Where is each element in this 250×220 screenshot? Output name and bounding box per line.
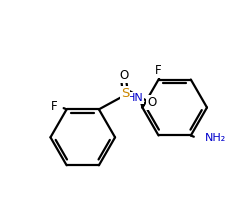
- Text: O: O: [147, 96, 156, 109]
- Text: S: S: [121, 87, 129, 100]
- Text: HN: HN: [126, 93, 143, 103]
- Text: NH₂: NH₂: [204, 133, 226, 143]
- Text: F: F: [155, 64, 162, 77]
- Text: O: O: [119, 70, 128, 82]
- Text: F: F: [51, 100, 58, 113]
